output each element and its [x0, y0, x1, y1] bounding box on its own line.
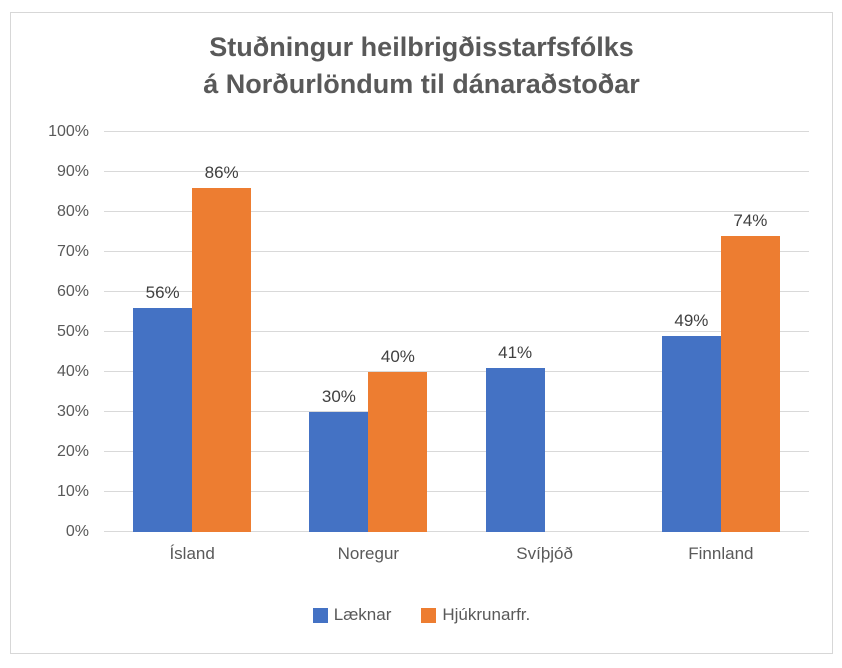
legend-item-hjkrunarfr: Hjúkrunarfr.: [421, 605, 530, 625]
bar-slot: 56%: [133, 132, 193, 532]
gridline: [104, 171, 809, 172]
bar-slot: 86%: [192, 132, 252, 532]
y-axis-tick-label: 100%: [48, 123, 89, 140]
chart-title: Stuðningur heilbrigðisstarfsfólks á Norð…: [11, 29, 832, 103]
gridline: [104, 411, 809, 412]
bar-hjkrunarfr-noregur: 40%: [368, 347, 428, 532]
y-axis-tick-label: 10%: [56, 483, 89, 500]
bar-value-label: 49%: [674, 311, 709, 330]
bar-lknar-finnland: 49%: [661, 311, 721, 532]
bar-hjkrunarfr-finnland: 74%: [720, 211, 780, 532]
y-axis-tick-label: 80%: [56, 203, 89, 220]
bar-slot: 74%: [720, 132, 780, 532]
chart-title-line-1: Stuðningur heilbrigðisstarfsfólks: [209, 32, 634, 62]
legend-item-lknar: Læknar: [312, 605, 392, 625]
x-axis-label-finnland: Finnland: [688, 544, 754, 563]
gridline: [104, 531, 809, 532]
legend-label: Hjúkrunarfr.: [442, 605, 531, 624]
bar-slot: 30%: [309, 132, 369, 532]
bar-group-finnland: 49% 74%: [633, 132, 809, 532]
y-axis: 0% 10% 20% 30% 40% 50% 60% 70% 80% 90% 100%: [11, 123, 89, 540]
gridline: [104, 451, 809, 452]
y-axis-tick-label: 70%: [56, 243, 89, 260]
x-axis-label-svíþjóð: Svíþjóð: [516, 544, 573, 563]
gridline: [104, 291, 809, 292]
bar-hjkrunarfr-ísland: 86%: [192, 163, 252, 532]
bar-value-label: 40%: [380, 347, 415, 366]
x-axis: Ísland Noregur Svíþjóð Finnland: [104, 544, 809, 564]
bar-slot: 41%: [485, 132, 545, 532]
bar-slot: 40%: [368, 132, 428, 532]
legend: Læknar Hjúkrunarfr.: [11, 605, 832, 625]
x-axis-label-noregur: Noregur: [337, 544, 400, 563]
legend-swatch: [421, 607, 437, 623]
bar-value-label: 56%: [145, 283, 180, 302]
chart-title-line-2: á Norðurlöndum til dánaraðstoðar: [203, 69, 640, 99]
bar-group-svíþjóð: 41%: [457, 132, 633, 532]
bar-lknar-ísland: 56%: [133, 283, 193, 532]
gridline: [104, 491, 809, 492]
y-axis-tick-label: 30%: [56, 403, 89, 420]
bars-layer: 56% 86% 30% 40% 41% 49% 74%: [104, 132, 809, 532]
legend-swatch: [312, 607, 328, 623]
bar-lknar-noregur: 30%: [309, 387, 369, 532]
bar-slot: 49%: [661, 132, 721, 532]
bar-value-label: 74%: [733, 211, 768, 230]
y-axis-tick-label: 40%: [56, 363, 89, 380]
gridline: [104, 331, 809, 332]
chart-container: Stuðningur heilbrigðisstarfsfólks á Norð…: [10, 12, 833, 654]
gridline: [104, 211, 809, 212]
gridline: [104, 251, 809, 252]
bar-value-label: 30%: [321, 387, 356, 406]
x-axis-label-ísland: Ísland: [169, 544, 215, 563]
plot-area: 56% 86% 30% 40% 41% 49% 74%: [104, 131, 809, 532]
bar-slot: [545, 132, 604, 532]
gridline: [104, 131, 809, 132]
bar-value-label: 41%: [498, 343, 533, 362]
bar-value-label: 86%: [204, 163, 239, 182]
y-axis-tick-label: 90%: [56, 163, 89, 180]
legend-label: Læknar: [333, 605, 392, 624]
gridline: [104, 371, 809, 372]
y-axis-tick-label: 0%: [65, 523, 89, 540]
bar-lknar-svíþjóð: 41%: [485, 343, 545, 532]
bar-group-ísland: 56% 86%: [104, 132, 280, 532]
y-axis-tick-label: 20%: [56, 443, 89, 460]
y-axis-tick-label: 60%: [56, 283, 89, 300]
bar-group-noregur: 30% 40%: [280, 132, 456, 532]
y-axis-tick-label: 50%: [56, 323, 89, 340]
